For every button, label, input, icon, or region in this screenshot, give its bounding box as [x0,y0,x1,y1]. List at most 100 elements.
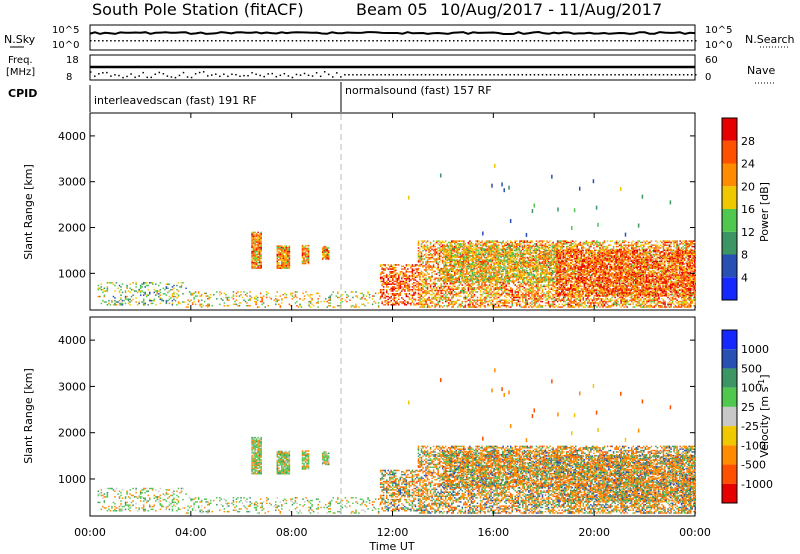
power-cell [260,241,262,243]
power-cell [132,298,134,301]
power-cell [481,241,483,244]
power-cell [278,267,280,269]
power-cell [541,271,544,274]
power-cell [208,298,210,300]
power-cell [398,277,400,280]
power-cell [219,291,221,293]
power-cell [426,292,429,295]
power-cell [346,296,348,299]
power-cell [591,289,594,292]
nave-point [465,74,467,76]
power-cell [396,284,399,287]
power-cell [481,288,483,290]
power-cell [571,285,574,288]
power-cell [340,302,342,304]
power-cell [599,302,601,304]
power-cell [514,291,517,293]
power-cell [396,287,399,290]
power-cell [473,304,476,307]
power-cell [470,267,473,270]
nsearch-point [642,40,645,42]
power-cell [534,259,536,262]
power-cell [570,277,572,279]
power-cell [511,244,513,246]
power-cell [309,302,312,304]
power-cell [329,296,331,299]
power-cell [324,254,327,256]
power-cell [257,239,259,242]
power-cell [411,295,414,298]
power-cell [496,285,498,288]
power-cell [547,284,550,286]
power-cell [523,289,526,292]
power-cell [600,291,603,293]
power-cell [288,264,291,267]
power-cell [426,256,429,259]
power-cell [446,255,448,257]
power-cell [472,251,474,253]
power-cell [428,248,430,251]
power-cell [441,245,444,248]
power-cell [547,258,550,260]
power-cell [537,284,539,286]
power-cell [547,277,550,279]
power-cell [118,291,121,294]
power-cell [387,275,389,277]
power-cell [553,244,556,246]
power-cell [526,302,529,304]
power-cell [260,233,262,235]
power-cell [576,291,579,293]
power-cell [390,287,392,290]
power-cell [543,245,545,248]
power-cell [464,304,467,307]
power-cell [558,259,560,262]
power-cell [517,287,520,289]
power-cell [556,292,559,295]
power-cell [487,280,489,282]
power-cell [502,241,504,244]
power-cell [516,244,518,246]
power-cell [528,285,530,288]
power-cell [466,269,468,271]
power-cell [529,287,532,289]
power-cell [484,265,486,267]
power-cell [414,284,417,287]
power-cell [379,298,381,300]
power-cell [479,293,482,296]
power-cell [435,262,438,264]
power-cell [171,294,174,296]
nsearch-point [267,40,269,42]
power-cell [194,295,197,297]
power-cell [228,296,230,299]
power-cell [549,260,551,263]
power-cell [460,306,462,308]
power-cell [565,303,568,306]
nsearch-point [380,40,382,42]
power-cell [257,237,259,239]
power-cell [303,258,305,261]
power-cell [520,265,523,267]
power-cell [264,306,266,308]
nsearch-point [231,40,233,42]
power-cell [526,282,529,285]
power-cell [469,243,471,245]
power-cell [567,277,569,279]
power-cell [156,291,159,294]
power-cell [381,288,383,291]
power-cell [281,298,283,300]
power-cell [429,252,432,255]
nsearch-point [194,40,197,42]
power-cell [299,303,301,306]
power-cell [484,285,486,288]
power-cell [467,293,470,296]
nave-point [380,74,382,76]
power-cell [437,271,439,274]
power-cell [435,298,438,300]
power-cell [396,293,399,295]
nsearch-point [553,40,556,42]
power-cell [288,260,291,263]
nsearch-point [461,40,463,42]
power-cell [493,254,495,256]
power-cell [571,302,574,304]
power-cell [434,281,436,284]
